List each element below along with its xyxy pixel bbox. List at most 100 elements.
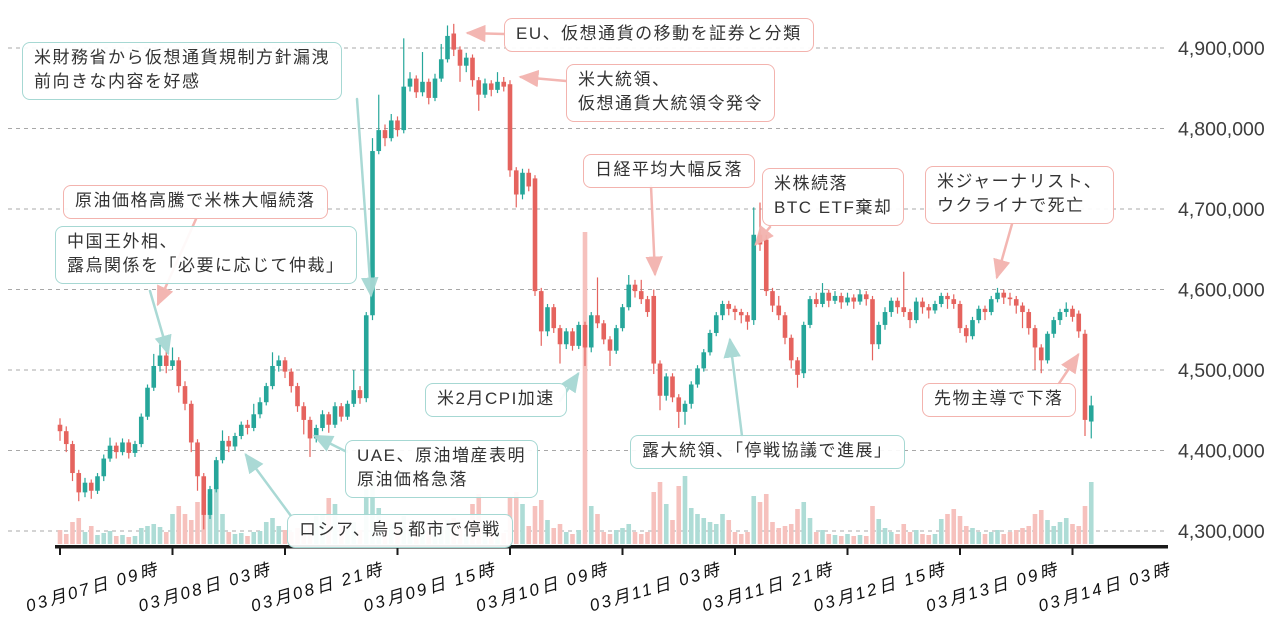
volume-bar: [626, 524, 632, 544]
volume-bar: [163, 532, 169, 544]
volume-bar: [495, 532, 500, 544]
volume-bar: [401, 516, 407, 544]
volume-bar: [245, 536, 250, 544]
candle-up: [207, 489, 213, 515]
volume-bar: [651, 492, 657, 544]
candle-down: [907, 312, 913, 321]
volume-bar: [232, 534, 238, 544]
volume-bar: [195, 502, 200, 544]
volume-bar: [263, 522, 269, 544]
candle-up: [388, 120, 394, 139]
volume-bar: [270, 518, 275, 544]
volume-bar: [701, 518, 707, 544]
candle-down: [676, 397, 682, 412]
volume-bar: [70, 522, 75, 544]
candle-up: [707, 332, 713, 353]
candle-down: [851, 297, 857, 302]
volume-bar: [376, 508, 382, 544]
volume-bar: [313, 516, 319, 544]
candle-up: [151, 365, 157, 388]
volume-bar: [645, 532, 650, 544]
candle-up: [713, 315, 719, 333]
candle-up: [820, 292, 825, 304]
candle-up: [170, 360, 175, 366]
volume-bar: [101, 533, 107, 544]
candle-down: [1020, 305, 1025, 313]
candle-down: [638, 291, 644, 300]
candle-down: [1076, 313, 1082, 332]
candle-down: [57, 424, 63, 432]
volume-bar: [176, 506, 182, 544]
volume-bar: [713, 524, 719, 544]
candle-down: [88, 482, 94, 491]
candle-down: [763, 239, 769, 292]
candle-down: [726, 303, 732, 309]
candle-down: [607, 339, 613, 351]
candle-down: [226, 440, 232, 447]
volume-bar: [482, 530, 488, 544]
candle-up: [101, 458, 107, 477]
volume-bar: [632, 532, 638, 544]
volume-bar: [726, 520, 732, 544]
volume-bar: [832, 535, 838, 544]
volume-bar: [995, 530, 1000, 544]
volume-bar: [170, 514, 175, 544]
candle-up: [688, 384, 694, 404]
volume-bar: [720, 514, 725, 544]
candle-up: [1088, 405, 1094, 422]
annotation-arrow-us-stocks-etf: [754, 224, 774, 246]
volume-bar: [451, 518, 457, 544]
volume-bar: [963, 526, 969, 544]
candle-up: [995, 292, 1000, 300]
volume-bar: [551, 528, 557, 544]
candle-down: [195, 442, 200, 477]
candle-up: [882, 312, 888, 325]
candle-down: [582, 324, 588, 348]
candle-up: [845, 297, 850, 303]
volume-bar: [1057, 522, 1063, 544]
candle-down: [770, 291, 775, 306]
candle-up: [420, 81, 425, 93]
candle-up: [613, 328, 619, 351]
candle-down: [826, 292, 832, 301]
candle-down: [501, 81, 507, 87]
volume-bar: [520, 504, 525, 544]
volume-bar: [301, 530, 307, 544]
candle-down: [657, 363, 663, 396]
volume-bar: [282, 530, 288, 544]
volume-bar: [863, 536, 869, 544]
candle-down: [982, 308, 988, 313]
y-axis-label: 4,900,000: [1178, 38, 1265, 60]
candle-up: [257, 402, 263, 415]
volume-bar: [870, 506, 875, 544]
candle-up: [157, 355, 163, 366]
candle-down: [745, 315, 750, 322]
candle-up: [445, 35, 450, 60]
candle-down: [326, 414, 332, 425]
volume-bar: [538, 500, 544, 544]
candle-up: [857, 294, 863, 302]
candle-down: [632, 284, 638, 292]
candle-down: [870, 299, 875, 345]
volume-bar: [1020, 528, 1025, 544]
volume-bar: [807, 518, 813, 544]
candle-up: [876, 324, 882, 345]
volume-bar: [420, 529, 425, 544]
volume-bar: [88, 526, 94, 544]
volume-bar: [363, 489, 369, 544]
candle-up: [807, 299, 813, 325]
candle-up: [588, 315, 594, 348]
volume-bar: [688, 508, 694, 544]
volume-bar: [1001, 534, 1007, 544]
annotation-arrow-us-president-order: [518, 69, 568, 88]
candle-up: [401, 86, 407, 131]
candle-down: [113, 445, 119, 453]
volume-bar: [638, 534, 644, 544]
candle-up: [563, 331, 569, 345]
volume-bar: [113, 536, 119, 544]
candle-down: [557, 328, 563, 345]
candle-down: [538, 291, 544, 332]
volume-bar: [57, 530, 63, 544]
